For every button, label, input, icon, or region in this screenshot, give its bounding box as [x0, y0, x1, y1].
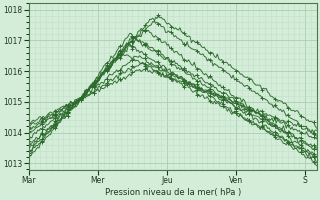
- X-axis label: Pression niveau de la mer( hPa ): Pression niveau de la mer( hPa ): [105, 188, 241, 197]
